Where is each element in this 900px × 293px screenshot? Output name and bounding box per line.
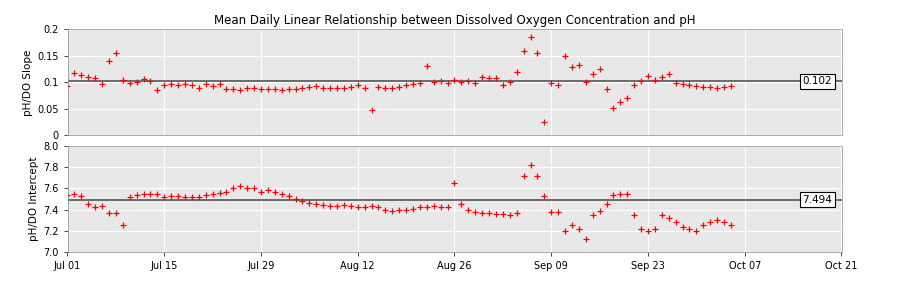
Y-axis label: pH/DO Slope: pH/DO Slope bbox=[22, 49, 32, 115]
Text: 7.494: 7.494 bbox=[802, 195, 832, 205]
Text: 0.102: 0.102 bbox=[803, 76, 833, 86]
Y-axis label: pH/DO Intercept: pH/DO Intercept bbox=[29, 157, 39, 241]
Title: Mean Daily Linear Relationship between Dissolved Oxygen Concentration and pH: Mean Daily Linear Relationship between D… bbox=[214, 14, 695, 27]
